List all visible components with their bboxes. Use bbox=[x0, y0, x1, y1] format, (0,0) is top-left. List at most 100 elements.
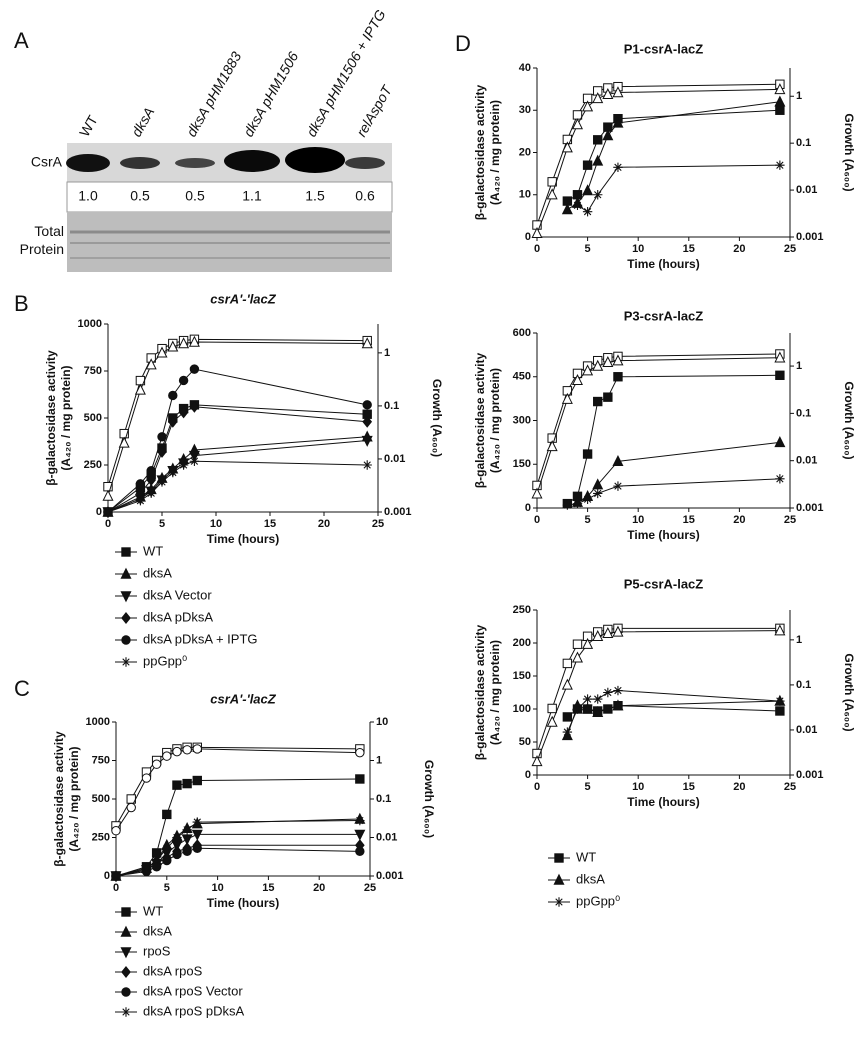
legend-marker bbox=[121, 635, 131, 645]
marker bbox=[602, 87, 614, 100]
marker bbox=[546, 188, 558, 200]
marker bbox=[572, 498, 583, 509]
marker bbox=[354, 829, 366, 841]
chart-title: P1-csrA-lacZ bbox=[624, 41, 704, 56]
y2-tick-label: 1 bbox=[796, 634, 802, 646]
y2-tick-label: 1 bbox=[796, 90, 802, 102]
marker bbox=[172, 746, 182, 757]
y2-tick-label: 0.01 bbox=[796, 184, 817, 196]
y-tick-label: 500 bbox=[92, 793, 110, 805]
band bbox=[66, 154, 110, 172]
legend-marker bbox=[120, 947, 132, 959]
marker bbox=[582, 702, 594, 714]
y2-tick-label: 0.01 bbox=[384, 453, 405, 465]
y-tick-label: 200 bbox=[513, 637, 531, 649]
legend-label: WT bbox=[143, 903, 163, 918]
marker bbox=[172, 849, 182, 860]
marker bbox=[774, 436, 786, 448]
quantification: 0.6 bbox=[355, 188, 375, 204]
marker bbox=[182, 778, 192, 789]
y2-tick-label: 0.01 bbox=[376, 831, 397, 843]
marker bbox=[126, 802, 136, 813]
marker bbox=[593, 488, 603, 499]
marker bbox=[167, 415, 178, 428]
marker bbox=[134, 383, 146, 395]
marker bbox=[182, 846, 192, 857]
y2-axis-label: Growth (A₆₀₀) bbox=[842, 653, 856, 731]
y-tick-label: 750 bbox=[84, 365, 102, 377]
marker bbox=[602, 129, 614, 141]
marker bbox=[612, 455, 624, 467]
x-tick-label: 15 bbox=[683, 514, 695, 526]
y-axis-label: β-galactosidase activity bbox=[44, 350, 58, 486]
x-tick-label: 10 bbox=[211, 882, 223, 894]
series-line bbox=[567, 109, 780, 202]
panel-label: C bbox=[14, 676, 30, 701]
marker bbox=[192, 817, 202, 827]
marker bbox=[167, 340, 179, 352]
x-axis-label: Time (hours) bbox=[207, 896, 279, 910]
chart-title: P3-csrA-lacZ bbox=[624, 308, 704, 323]
lane-label: dksA pHM1506 bbox=[240, 49, 302, 140]
marker bbox=[168, 390, 178, 401]
marker bbox=[561, 203, 573, 215]
marker bbox=[562, 712, 573, 722]
series-line bbox=[536, 630, 780, 762]
marker bbox=[151, 759, 162, 769]
marker bbox=[593, 190, 603, 200]
y-axis-label: (A₄₂₀ / mg protein) bbox=[488, 640, 502, 745]
marker bbox=[135, 479, 146, 489]
marker bbox=[141, 773, 152, 783]
y2-tick-label: 1 bbox=[796, 360, 802, 372]
marker bbox=[157, 432, 167, 442]
marker bbox=[162, 809, 172, 820]
legend-label: ppGpp⁰ bbox=[576, 893, 620, 908]
legend-label: dksA pDksA + IPTG bbox=[143, 631, 258, 646]
legend-marker bbox=[121, 1007, 131, 1017]
marker bbox=[162, 751, 172, 761]
marker bbox=[775, 105, 785, 115]
y-axis-label: β-galactosidase activity bbox=[52, 731, 66, 867]
lane-label: dksA bbox=[128, 104, 157, 139]
marker bbox=[192, 843, 202, 853]
marker bbox=[582, 494, 593, 504]
x-tick-label: 5 bbox=[585, 781, 591, 793]
marker bbox=[561, 141, 573, 153]
x-tick-label: 10 bbox=[632, 781, 644, 793]
marker bbox=[531, 755, 543, 767]
y2-tick-label: 0.1 bbox=[376, 793, 391, 805]
marker bbox=[189, 400, 200, 413]
marker bbox=[572, 639, 583, 649]
marker bbox=[172, 832, 182, 843]
band bbox=[175, 158, 215, 168]
legend-label: rpoS bbox=[143, 943, 171, 958]
y-tick-label: 20 bbox=[519, 146, 531, 158]
y-tick-label: 250 bbox=[84, 459, 102, 471]
x-tick-label: 15 bbox=[683, 781, 695, 793]
series-line bbox=[107, 368, 368, 513]
marker bbox=[561, 392, 573, 404]
y2-tick-label: 0.001 bbox=[796, 231, 824, 243]
marker bbox=[146, 465, 156, 476]
quantification: 1.5 bbox=[305, 188, 325, 204]
y-tick-label: 600 bbox=[513, 327, 531, 339]
x-tick-label: 25 bbox=[784, 781, 796, 793]
legend-marker bbox=[121, 987, 131, 997]
legend-marker bbox=[121, 657, 131, 667]
marker bbox=[157, 477, 167, 487]
y2-tick-label: 0.1 bbox=[796, 137, 811, 149]
marker bbox=[582, 637, 594, 649]
marker bbox=[571, 651, 583, 663]
x-tick-label: 0 bbox=[113, 882, 119, 894]
legend-marker bbox=[553, 873, 565, 885]
quantification: 1.1 bbox=[242, 188, 262, 204]
x-tick-label: 10 bbox=[632, 514, 644, 526]
quantification: 0.5 bbox=[130, 188, 150, 204]
marker bbox=[613, 372, 623, 382]
legend-label: dksA Vector bbox=[143, 587, 212, 602]
marker bbox=[178, 406, 189, 419]
y-tick-label: 100 bbox=[513, 703, 531, 715]
marker bbox=[141, 863, 152, 873]
marker bbox=[135, 496, 146, 506]
